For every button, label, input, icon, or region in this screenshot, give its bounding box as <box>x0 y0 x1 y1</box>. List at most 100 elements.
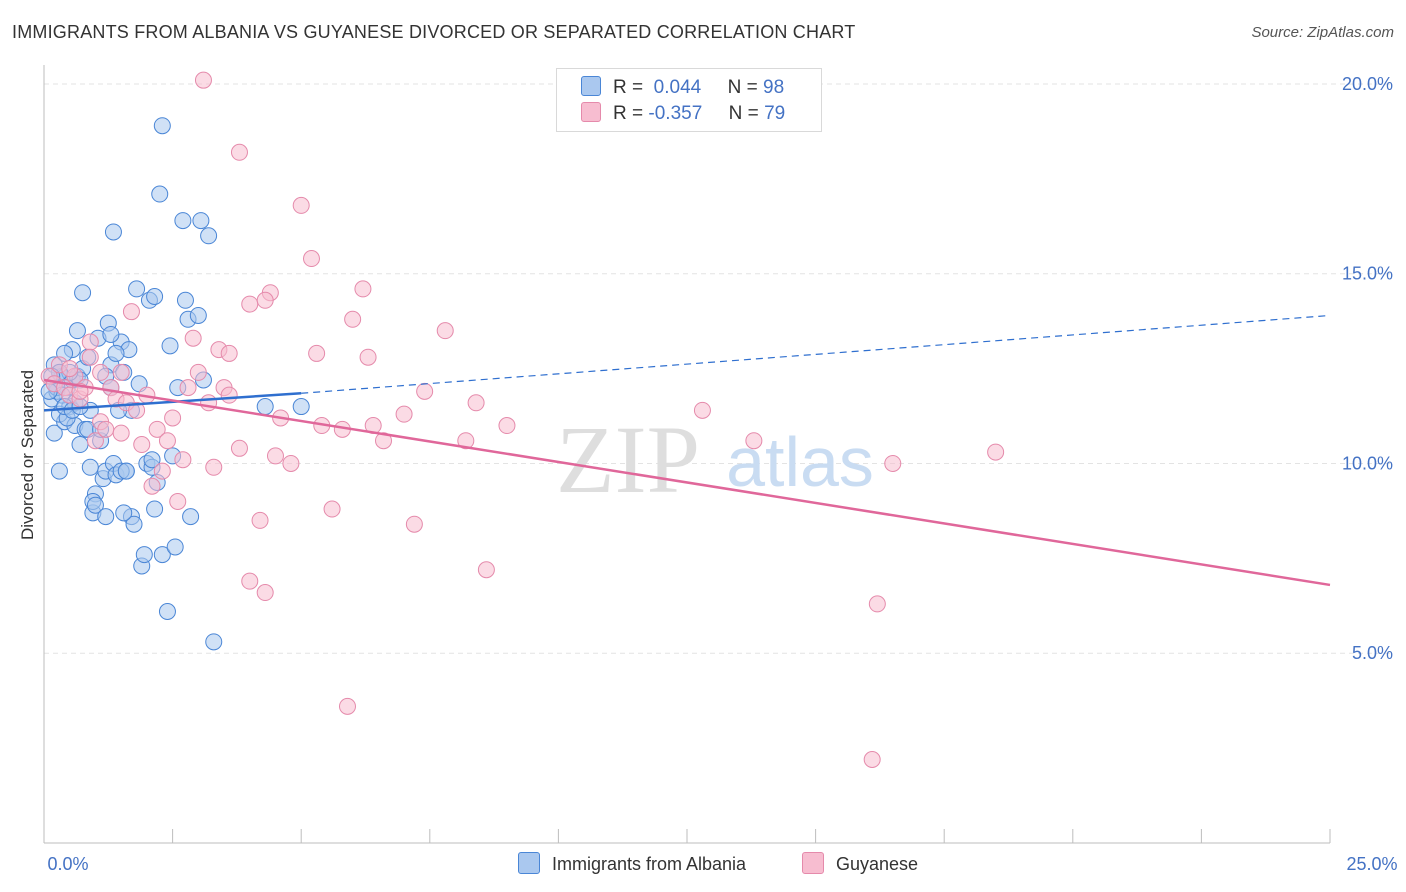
watermark-zip: ZIP <box>556 406 700 513</box>
guyanese-point <box>61 360 79 378</box>
guyanese-point <box>302 250 320 268</box>
albania-point <box>115 504 133 522</box>
albania-point <box>81 458 99 476</box>
albania-point <box>153 546 171 564</box>
guyanese-point <box>241 295 259 313</box>
guyanese-point <box>323 500 341 518</box>
trend-lines <box>43 314 1331 587</box>
guyanese-point <box>359 348 377 366</box>
guyanese-point <box>436 322 454 340</box>
albania-point <box>292 398 310 416</box>
guyanese-point <box>745 432 763 450</box>
guyanese-point <box>97 420 115 438</box>
albania-point <box>256 398 274 416</box>
legend-n-value: 98 <box>763 77 785 98</box>
guyanese-point <box>220 344 238 362</box>
legend-item-albania: Immigrants from Albania <box>518 852 746 875</box>
guyanese-point <box>467 394 485 412</box>
guyanese-point <box>153 462 171 480</box>
albania-point <box>189 306 207 324</box>
guyanese-swatch <box>581 102 601 122</box>
albania-trend-extension <box>301 314 1331 394</box>
guyanese-legend-swatch <box>802 852 824 874</box>
y-tick-label: 10.0% <box>1342 453 1393 473</box>
albania-point <box>50 462 68 480</box>
x-tick-label-max: 25.0% <box>1346 854 1397 874</box>
albania-point <box>146 500 164 518</box>
guyanese-point <box>498 417 516 435</box>
albania-point <box>104 223 122 241</box>
guyanese-point <box>86 432 104 450</box>
guyanese-point <box>230 439 248 457</box>
guyanese-point <box>205 458 223 476</box>
guyanese-point <box>266 447 284 465</box>
y-tick-label: 15.0% <box>1342 264 1393 284</box>
guyanese-trend-line <box>43 378 1331 587</box>
guyanese-point <box>194 71 212 89</box>
guyanese-point <box>179 379 197 397</box>
albania-point <box>107 344 125 362</box>
albania-swatch <box>581 76 601 96</box>
guyanese-point <box>241 572 259 590</box>
albania-point <box>117 462 135 480</box>
legend-n-label: N = <box>727 77 758 98</box>
legend-row-guyanese: R = -0.357 N = 79 <box>581 102 785 128</box>
guyanese-point <box>174 451 192 469</box>
guyanese-point <box>148 420 166 438</box>
guyanese-point <box>354 280 372 298</box>
legend-label-guyanese: Guyanese <box>836 854 919 874</box>
guyanese-point <box>868 595 886 613</box>
albania-point <box>158 602 176 620</box>
guyanese-point <box>292 196 310 214</box>
guyanese-point <box>230 143 248 161</box>
albania-point <box>153 117 171 135</box>
albania-point <box>135 546 153 564</box>
y-tick-label: 20.0% <box>1342 74 1393 94</box>
guyanese-point <box>81 348 99 366</box>
guyanese-point <box>92 363 110 381</box>
albania-legend-swatch <box>518 852 540 874</box>
stats-legend: R = 0.044 N = 98 R = -0.357 N = 79 <box>556 68 822 132</box>
albania-point <box>125 515 143 533</box>
guyanese-point <box>81 333 99 351</box>
albania-point <box>182 508 200 526</box>
guyanese-point <box>405 515 423 533</box>
guyanese-point <box>189 363 207 381</box>
legend-row-albania: R = 0.044 N = 98 <box>581 76 784 102</box>
albania-point <box>102 325 120 343</box>
guyanese-point <box>143 477 161 495</box>
albania-trend-line <box>43 392 302 412</box>
guyanese-point <box>251 511 269 529</box>
albania-point <box>146 288 164 306</box>
albania-point <box>174 212 192 230</box>
legend-n-value: 79 <box>764 103 786 124</box>
guyanese-point <box>338 697 356 715</box>
guyanese-point <box>122 303 140 321</box>
source-credit: Source: ZipAtlas.com <box>1251 24 1394 41</box>
y-axis-label: Divorced or Separated <box>18 370 37 540</box>
albania-point <box>161 337 179 355</box>
albania-point <box>97 508 115 526</box>
albania-point <box>192 212 210 230</box>
albania-point <box>200 227 218 245</box>
legend-item-guyanese: Guyanese <box>802 852 918 875</box>
guyanese-point <box>416 382 434 400</box>
albania-point <box>68 322 86 340</box>
guyanese-point <box>884 454 902 472</box>
albania-point <box>128 280 146 298</box>
guyanese-point <box>164 409 182 427</box>
guyanese-point <box>375 432 393 450</box>
albania-point <box>166 538 184 556</box>
guyanese-point <box>133 436 151 454</box>
guyanese-point <box>256 584 274 602</box>
guyanese-point <box>344 310 362 328</box>
guyanese-points <box>40 71 1005 769</box>
y-tick-label: 5.0% <box>1352 643 1393 663</box>
legend-r-value: -0.357 <box>648 103 703 124</box>
guyanese-point <box>693 401 711 419</box>
albania-point <box>176 291 194 309</box>
guyanese-point <box>477 561 495 579</box>
axes <box>43 65 1331 844</box>
albania-point <box>71 436 89 454</box>
